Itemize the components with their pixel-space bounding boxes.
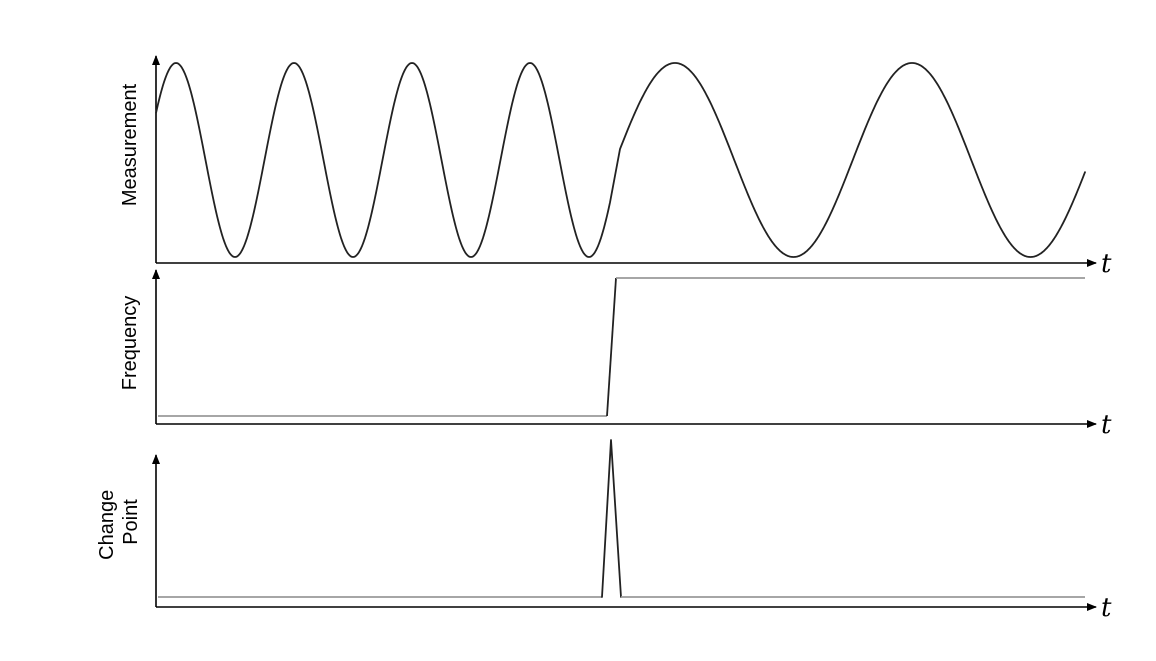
- change-point-spike: [601, 439, 622, 598]
- measurement-y-label-line: Measurement: [119, 83, 141, 206]
- change-point-panel: Change Point t: [96, 439, 1112, 623]
- change-point-y-label-line-1: Change: [96, 490, 118, 560]
- measurement-panel: Measurement t: [119, 55, 1112, 279]
- measurement-t-label: t: [1101, 249, 1112, 279]
- change-point-y-label: Change Point: [96, 484, 142, 560]
- frequency-panel: Frequency t: [119, 269, 1112, 440]
- frequency-y-label-line: Frequency: [119, 296, 141, 391]
- change-point-y-label-line-2: Point: [120, 499, 142, 545]
- frequency-y-label: Frequency: [119, 296, 141, 391]
- measurement-signal-line: [155, 62, 1086, 258]
- frequency-jump: [606, 277, 617, 417]
- measurement-y-label: Measurement: [119, 83, 141, 206]
- frequency-t-label: t: [1101, 410, 1112, 440]
- change-point-t-label: t: [1101, 593, 1112, 623]
